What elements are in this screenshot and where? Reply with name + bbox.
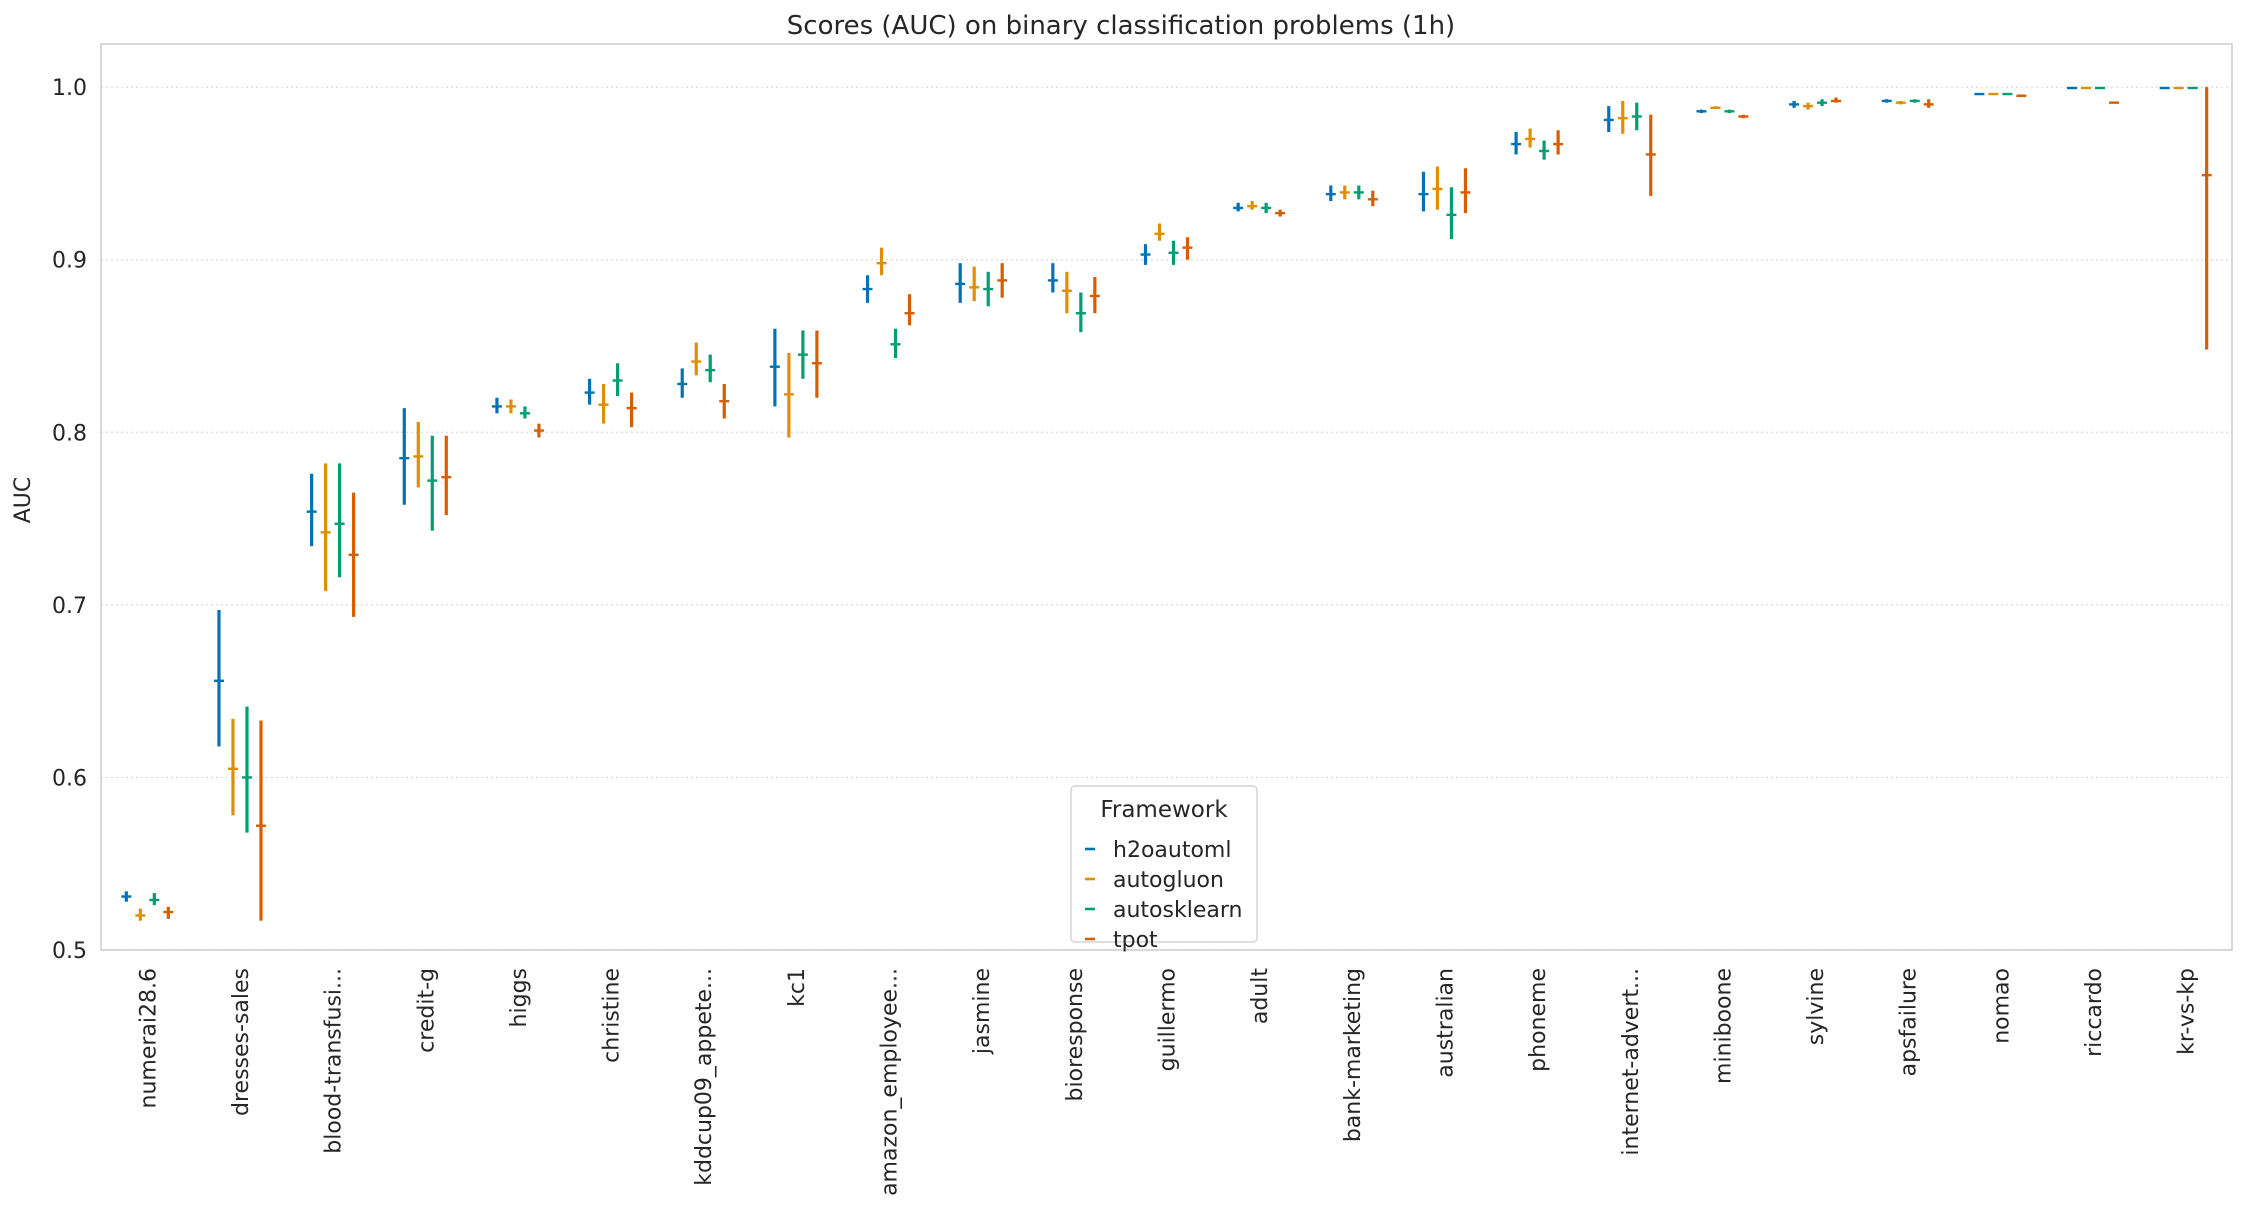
x-tick-labels: numerai28.6 dresses-sales blood-transfusi.… <box>136 968 2199 1196</box>
y-axis-label: AUC <box>11 477 36 524</box>
y-tick-label: 0.8 <box>52 421 87 446</box>
series-autosklearn <box>149 86 2198 906</box>
x-tick-label: australian <box>1433 968 1458 1078</box>
legend-items: h2oautoml autogluon autosklearn tpot <box>1085 838 1242 953</box>
x-tick-label: bioresponse <box>1063 968 1088 1101</box>
x-tick-label: kddcup09_appete... <box>692 968 717 1186</box>
y-tick-label: 0.7 <box>52 594 87 619</box>
x-tick-label: bank-marketing <box>1341 968 1366 1142</box>
x-tick-label: sylvine <box>1804 968 1829 1045</box>
y-tick-labels: 0.5 0.6 0.7 0.8 0.9 1.0 <box>52 76 87 964</box>
legend-box <box>1070 785 1258 943</box>
x-tick-label: amazon_employee... <box>878 968 903 1196</box>
x-tick-label: jasmine <box>970 968 995 1055</box>
x-tick-label: nomao <box>1989 968 2014 1044</box>
y-tick-label: 0.6 <box>52 766 87 791</box>
legend-title: Framework <box>1100 797 1228 823</box>
x-tick-label: kc1 <box>785 968 810 1007</box>
x-tick-label: riccardo <box>2082 968 2107 1057</box>
x-tick-label: blood-transfusi... <box>322 968 347 1154</box>
series-autogluon <box>135 86 2184 921</box>
x-tick-label: internet-advert... <box>1619 968 1644 1156</box>
chart-title: Scores (AUC) on binary classification pr… <box>787 11 1455 41</box>
x-tick-label: guillermo <box>1156 968 1181 1071</box>
x-tick-label: christine <box>600 968 625 1063</box>
legend-label: h2oautoml <box>1113 838 1231 863</box>
y-tick-label: 0.5 <box>52 939 87 964</box>
series-h2oautoml <box>121 86 2170 902</box>
legend: Framework h2oautoml autogluon autosklearn t… <box>1070 785 1258 953</box>
x-tick-label: adult <box>1248 968 1273 1025</box>
x-tick-label: dresses-sales <box>229 968 254 1116</box>
x-tick-label: numerai28.6 <box>136 968 161 1108</box>
x-tick-label: apsfailure <box>1897 968 1922 1076</box>
y-tick-label: 1.0 <box>52 76 87 101</box>
x-tick-label: miniboone <box>1711 968 1736 1084</box>
y-tick-label: 0.9 <box>52 249 87 274</box>
x-tick-label: higgs <box>507 968 532 1027</box>
error-bars <box>121 86 2212 921</box>
x-tick-label: phoneme <box>1526 968 1551 1072</box>
legend-label: tpot <box>1113 928 1158 953</box>
x-tick-label: credit-g <box>414 968 439 1053</box>
plot-frame <box>100 43 2233 951</box>
legend-label: autosklearn <box>1113 898 1242 923</box>
series-tpot <box>163 87 2212 921</box>
legend-label: autogluon <box>1113 868 1224 893</box>
x-tick-label: kr-vs-kp <box>2175 968 2200 1055</box>
